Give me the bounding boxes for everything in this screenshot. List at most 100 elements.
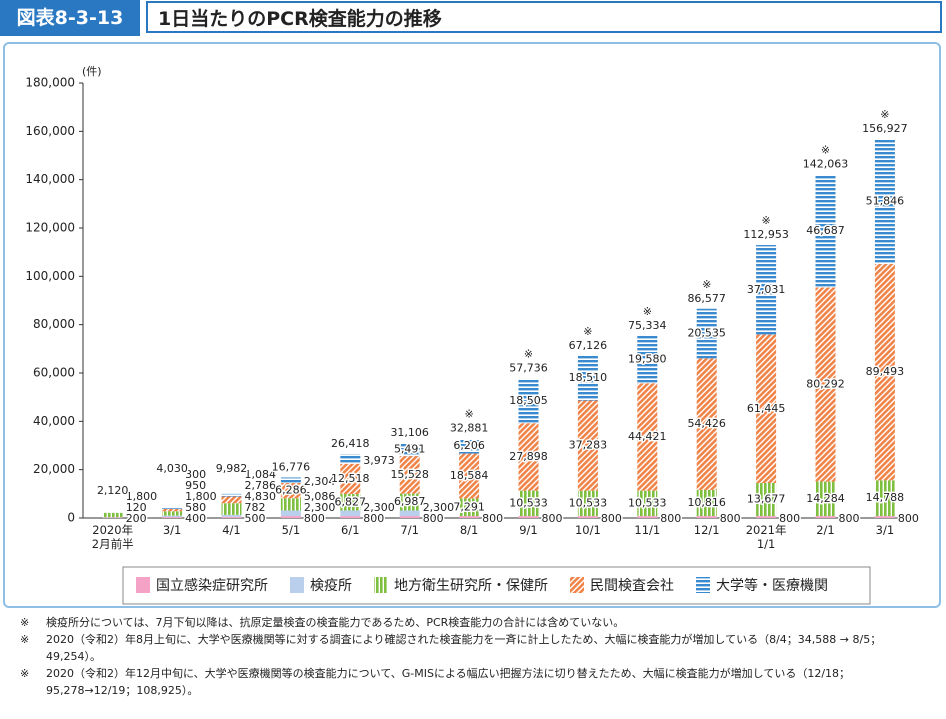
bar-segment bbox=[280, 498, 301, 511]
data-label: 120 bbox=[126, 501, 147, 514]
bar-segment bbox=[162, 511, 183, 516]
bar-segment bbox=[340, 516, 361, 518]
data-label: 14,788 bbox=[866, 491, 905, 504]
figure-title: 1日当たりのPCR検査能力の推移 bbox=[146, 1, 942, 33]
data-label: 2,304 bbox=[304, 475, 336, 488]
total-label: 2,120 bbox=[97, 484, 129, 497]
data-label: 18,584 bbox=[450, 469, 489, 482]
bar-segment bbox=[637, 383, 658, 491]
bar-segment bbox=[221, 503, 242, 515]
data-label: 2,786 bbox=[245, 479, 277, 492]
data-label: 800 bbox=[660, 512, 681, 525]
data-label: 800 bbox=[601, 512, 622, 525]
bar-segment bbox=[162, 515, 183, 518]
bar-segment bbox=[696, 489, 717, 517]
bar-segment bbox=[221, 516, 242, 518]
total-label: 86,577 bbox=[687, 292, 726, 305]
bar-segment bbox=[399, 456, 420, 494]
total-label: 4,030 bbox=[156, 462, 188, 475]
data-label: 14,284 bbox=[806, 492, 845, 505]
data-label: 61,445 bbox=[747, 402, 786, 415]
data-label: 782 bbox=[245, 501, 266, 514]
legend-swatch bbox=[374, 577, 388, 593]
data-label: 10,533 bbox=[569, 496, 608, 509]
x-tick-label: 3/1 bbox=[162, 523, 182, 537]
x-tick-label: 12/1 bbox=[693, 523, 720, 537]
bar-segment bbox=[340, 510, 361, 517]
y-tick-label: 160,000 bbox=[25, 124, 75, 138]
data-label: 10,816 bbox=[687, 496, 726, 509]
data-label: 37,283 bbox=[569, 439, 608, 452]
data-label: 800 bbox=[720, 512, 741, 525]
x-tick-label: 6/1 bbox=[341, 523, 360, 537]
bar-segment bbox=[637, 335, 658, 384]
bar-segment bbox=[756, 334, 777, 484]
total-label: 75,334 bbox=[628, 319, 667, 332]
footnote-text: 2020（令和2）年12月中旬に、大学や医療機関等の検査能力について、G-MIS… bbox=[46, 667, 851, 697]
bar-segment bbox=[162, 517, 183, 518]
x-tick-label: 7/1 bbox=[400, 523, 419, 537]
data-label: 6,286 bbox=[275, 484, 307, 497]
data-label: 46,687 bbox=[806, 224, 845, 237]
bar-segment bbox=[518, 490, 539, 517]
data-label: 950 bbox=[185, 479, 206, 492]
data-label: 13,677 bbox=[747, 493, 786, 506]
data-label: 44,421 bbox=[628, 430, 667, 443]
bar-segment bbox=[399, 516, 420, 518]
total-label: 57,736 bbox=[509, 361, 548, 374]
x-tick-label: 2020年 2月前半 bbox=[91, 523, 134, 551]
bar-segment bbox=[340, 454, 361, 464]
bar-segment bbox=[280, 477, 301, 484]
bar-segment bbox=[577, 355, 598, 401]
data-label: 37,031 bbox=[747, 283, 786, 296]
data-label: 12,518 bbox=[331, 472, 370, 485]
total-mark: ※ bbox=[821, 144, 830, 157]
y-tick-label: 180,000 bbox=[25, 76, 75, 90]
y-tick-label: 60,000 bbox=[33, 366, 75, 380]
bar-segment bbox=[399, 493, 420, 511]
data-label: 6,827 bbox=[335, 495, 367, 508]
bar-segment bbox=[874, 516, 895, 518]
bar-segment bbox=[221, 496, 242, 504]
x-tick-label: 8/1 bbox=[459, 523, 479, 537]
bar-segment bbox=[874, 264, 895, 481]
bar-segment bbox=[815, 481, 836, 517]
bar-segment bbox=[459, 453, 480, 499]
footnotes: ※ 検疫所分については、7月下旬以降は、抗原定量検査の検査能力であるため、PCR検… bbox=[20, 614, 920, 699]
total-label: 31,106 bbox=[390, 426, 429, 439]
legend-label: 国立感染症研究所 bbox=[156, 577, 268, 594]
bar-segment bbox=[637, 516, 658, 518]
bar-segment bbox=[459, 516, 480, 518]
data-label: 89,493 bbox=[866, 365, 905, 378]
bar-segment bbox=[756, 483, 777, 517]
y-tick-label: 20,000 bbox=[33, 462, 75, 476]
x-tick-label: 9/1 bbox=[519, 523, 538, 537]
data-label: 18,505 bbox=[509, 394, 548, 407]
x-tick-label: 5/1 bbox=[281, 523, 301, 537]
legend-box bbox=[122, 566, 871, 605]
legend-label: 民間検査会社 bbox=[590, 578, 674, 594]
total-label: 67,126 bbox=[569, 339, 608, 352]
y-tick-label: 80,000 bbox=[33, 317, 75, 331]
data-label: 580 bbox=[185, 501, 206, 514]
y-tick-label: 40,000 bbox=[33, 414, 75, 428]
total-mark: ※ bbox=[583, 325, 592, 338]
bar-segment bbox=[518, 378, 539, 424]
total-label: 26,418 bbox=[331, 437, 370, 450]
data-label: 800 bbox=[423, 512, 444, 525]
footnote: ※ 検疫所分については、7月下旬以降は、抗原定量検査の検査能力であるため、PCR検… bbox=[20, 614, 920, 631]
data-label: 1,084 bbox=[245, 468, 277, 481]
legend-label: 検疫所 bbox=[310, 578, 352, 594]
bar-segment bbox=[459, 498, 480, 517]
bar-segment bbox=[874, 480, 895, 517]
data-label: 6,206 bbox=[453, 439, 485, 452]
data-label: 1,800 bbox=[185, 490, 217, 503]
total-mark: ※ bbox=[761, 214, 770, 227]
total-mark: ※ bbox=[702, 278, 711, 291]
chart-frame bbox=[3, 42, 941, 608]
data-label: 500 bbox=[245, 512, 266, 525]
bar-segment bbox=[518, 423, 539, 491]
legend-swatch bbox=[290, 577, 304, 593]
bar-segment bbox=[815, 287, 836, 482]
